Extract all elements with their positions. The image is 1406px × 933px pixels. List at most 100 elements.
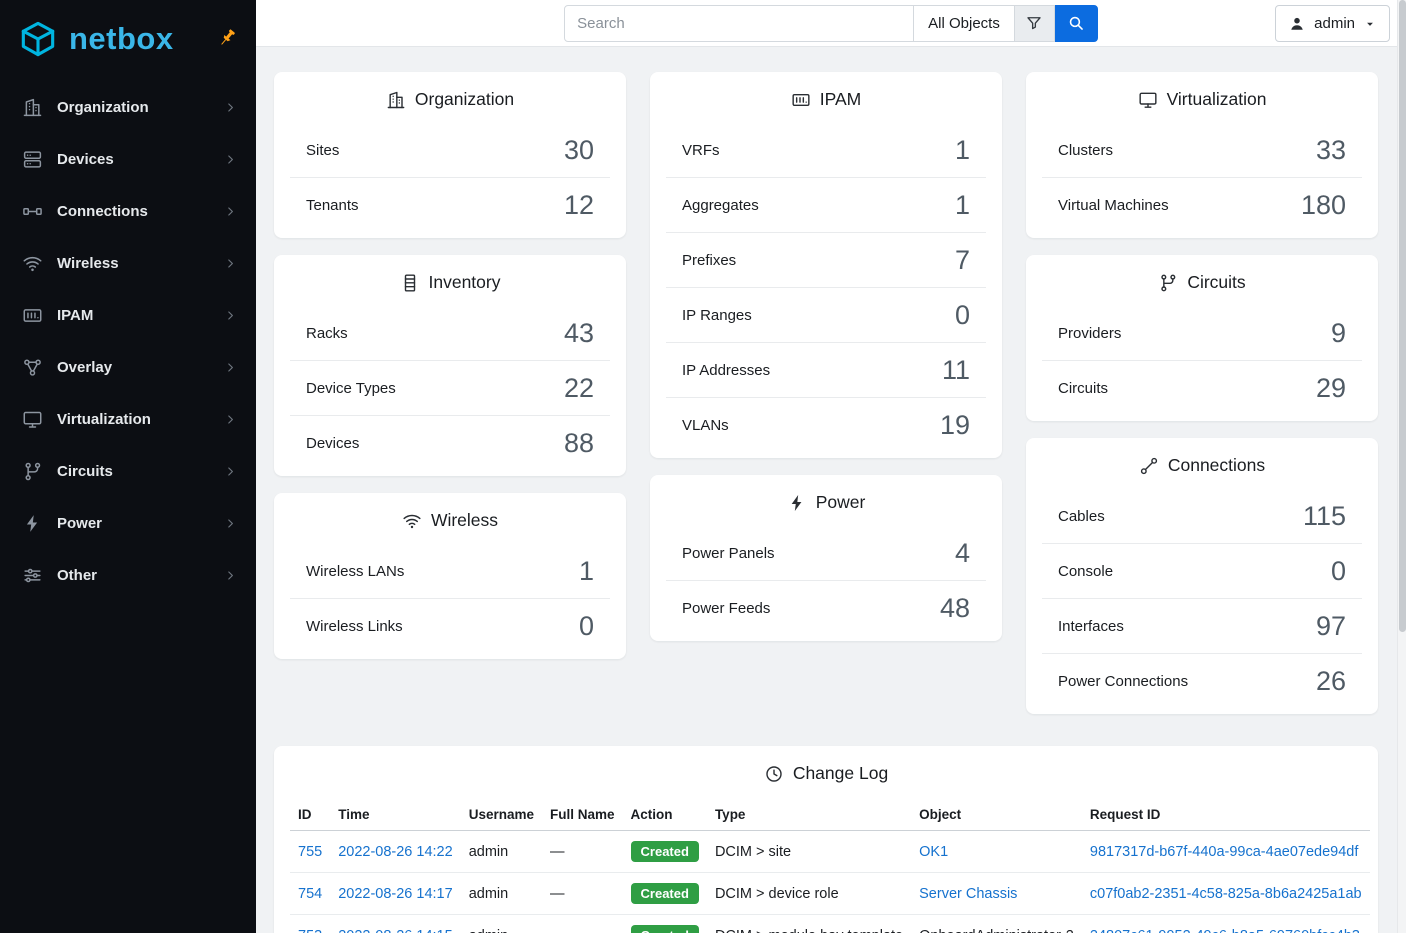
stat-row: Console 0 (1042, 543, 1362, 598)
scrollbar-thumb[interactable] (1399, 0, 1406, 632)
card-power: Power Power Panels 4 Power Feeds 48 (650, 475, 1002, 641)
netbox-logo[interactable]: netbox (16, 17, 174, 61)
change-id-link[interactable]: 755 (298, 843, 323, 860)
stat-link-virtual-machines[interactable]: Virtual Machines (1058, 196, 1169, 214)
filter-button[interactable] (1014, 4, 1055, 42)
sidebar-item-power[interactable]: Power (0, 497, 256, 549)
sidebar-item-ipam[interactable]: IPAM (0, 289, 256, 341)
transit-icon (22, 461, 43, 482)
user-menu-button[interactable]: admin (1275, 5, 1390, 42)
stat-link-clusters[interactable]: Clusters (1058, 141, 1114, 159)
stat-link-ip-ranges[interactable]: IP Ranges (682, 306, 752, 324)
stat-link-sites[interactable]: Sites (306, 141, 340, 159)
sliders-icon (22, 565, 43, 586)
column-header-request-id: Request ID (1081, 799, 1370, 831)
person-icon (1288, 15, 1306, 33)
stat-link-wireless-lans[interactable]: Wireless LANs (306, 562, 405, 580)
change-log-table: ID Time Username Full Name Action Type O… (290, 799, 1370, 933)
table-header-row: ID Time Username Full Name Action Type O… (290, 799, 1370, 831)
stat-row: Providers 9 (1042, 306, 1362, 360)
stat-row: IP Addresses 11 (666, 342, 986, 397)
stat-link-vrfs[interactable]: VRFs (682, 141, 720, 159)
stat-row: Power Panels 4 (666, 526, 986, 580)
stat-link-console[interactable]: Console (1058, 562, 1114, 580)
change-id-link[interactable]: 754 (298, 885, 323, 902)
stat-link-devices[interactable]: Devices (306, 434, 360, 452)
sidebar-item-label: IPAM (57, 306, 94, 324)
stat-link-power-connections[interactable]: Power Connections (1058, 672, 1189, 690)
stat-link-aggregates[interactable]: Aggregates (682, 196, 759, 214)
stat-value: 0 (578, 611, 594, 641)
stat-value: 88 (563, 428, 594, 458)
card-title: Wireless (430, 510, 499, 530)
change-id-link[interactable]: 753 (298, 928, 322, 933)
sidebar-item-connections[interactable]: Connections (0, 185, 256, 237)
card-title: Change Log (792, 763, 889, 783)
card-title: Organization (414, 89, 515, 109)
pin-sidebar-button[interactable] (216, 27, 238, 49)
sidebar-item-label: Other (57, 566, 98, 584)
stat-link-power-feeds[interactable]: Power Feeds (682, 599, 771, 617)
stat-link-wireless-links[interactable]: Wireless Links (306, 617, 403, 635)
stat-link-device-types[interactable]: Device Types (306, 379, 396, 397)
chevron-right-icon (223, 204, 238, 219)
card-header: IPAM (650, 72, 1002, 123)
object-link[interactable]: Server Chassis (919, 885, 1018, 902)
card-title: Inventory (428, 272, 501, 292)
card-wireless: Wireless Wireless LANs 1 Wireless Links … (274, 493, 626, 659)
stat-link-vlans[interactable]: VLANs (682, 416, 729, 434)
stat-value: 97 (1315, 611, 1346, 641)
stat-value: 12 (563, 190, 594, 220)
sidebar-item-circuits[interactable]: Circuits (0, 445, 256, 497)
stat-row: Racks 43 (290, 306, 610, 360)
object-link[interactable]: OK1 (919, 843, 949, 860)
change-time-link[interactable]: 2022-08-26 14:17 (338, 885, 453, 902)
sidebar-item-label: Devices (57, 150, 114, 168)
full-name-cell: — (550, 928, 565, 933)
stat-value: 30 (563, 135, 594, 165)
stat-link-prefixes[interactable]: Prefixes (682, 251, 737, 269)
card-header: Change Log (274, 746, 1378, 797)
object-type-select[interactable]: All Objects (914, 4, 1015, 42)
stat-link-circuits[interactable]: Circuits (1058, 379, 1109, 397)
sidebar-item-wireless[interactable]: Wireless (0, 237, 256, 289)
stat-value: 29 (1315, 373, 1346, 403)
stat-value: 7 (954, 245, 970, 275)
stat-value: 0 (954, 300, 970, 330)
chevron-right-icon (223, 256, 238, 271)
vertical-scrollbar[interactable] (1397, 0, 1406, 933)
request-id-link[interactable]: c07f0ab2-2351-4c58-825a-8b6a2425a1ab (1089, 885, 1362, 902)
sidebar-item-organization[interactable]: Organization (0, 81, 256, 133)
caret-down-icon (1363, 17, 1377, 31)
search-input[interactable] (564, 4, 915, 42)
stat-row: Device Types 22 (290, 360, 610, 415)
stat-link-cables[interactable]: Cables (1058, 507, 1105, 525)
full-name-cell: — (550, 843, 565, 860)
sidebar-item-overlay[interactable]: Overlay (0, 341, 256, 393)
chevron-right-icon (223, 464, 238, 479)
sidebar: netbox Organization Devices Connections (0, 0, 256, 933)
sidebar-item-other[interactable]: Other (0, 549, 256, 601)
stat-value: 22 (563, 373, 594, 403)
sidebar-item-virtualization[interactable]: Virtualization (0, 393, 256, 445)
action-badge: Created (630, 841, 699, 862)
search-icon (1067, 14, 1085, 32)
stat-value: 1 (954, 190, 970, 220)
change-time-link[interactable]: 2022-08-26 14:15 (338, 928, 453, 933)
stat-link-providers[interactable]: Providers (1058, 324, 1122, 342)
change-log-card: Change Log ID Time Username Full Name Ac… (274, 746, 1378, 933)
stat-link-racks[interactable]: Racks (306, 324, 348, 342)
stat-row: Wireless Links 0 (290, 598, 610, 653)
wifi-icon (22, 253, 43, 274)
search-button[interactable] (1054, 4, 1098, 42)
stat-link-power-panels[interactable]: Power Panels (682, 544, 775, 562)
stat-link-ip-addresses[interactable]: IP Addresses (682, 361, 771, 379)
stat-link-tenants[interactable]: Tenants (306, 196, 359, 214)
stat-link-interfaces[interactable]: Interfaces (1058, 617, 1124, 635)
sidebar-item-devices[interactable]: Devices (0, 133, 256, 185)
stat-row: Power Feeds 48 (666, 580, 986, 635)
change-time-link[interactable]: 2022-08-26 14:22 (338, 843, 453, 860)
request-id-link[interactable]: 24807c61-9952-49c6-b8a5-69760bfcc4b3 (1090, 928, 1360, 933)
request-id-link[interactable]: 9817317d-b67f-440a-99ca-4ae07ede94df (1089, 843, 1359, 860)
